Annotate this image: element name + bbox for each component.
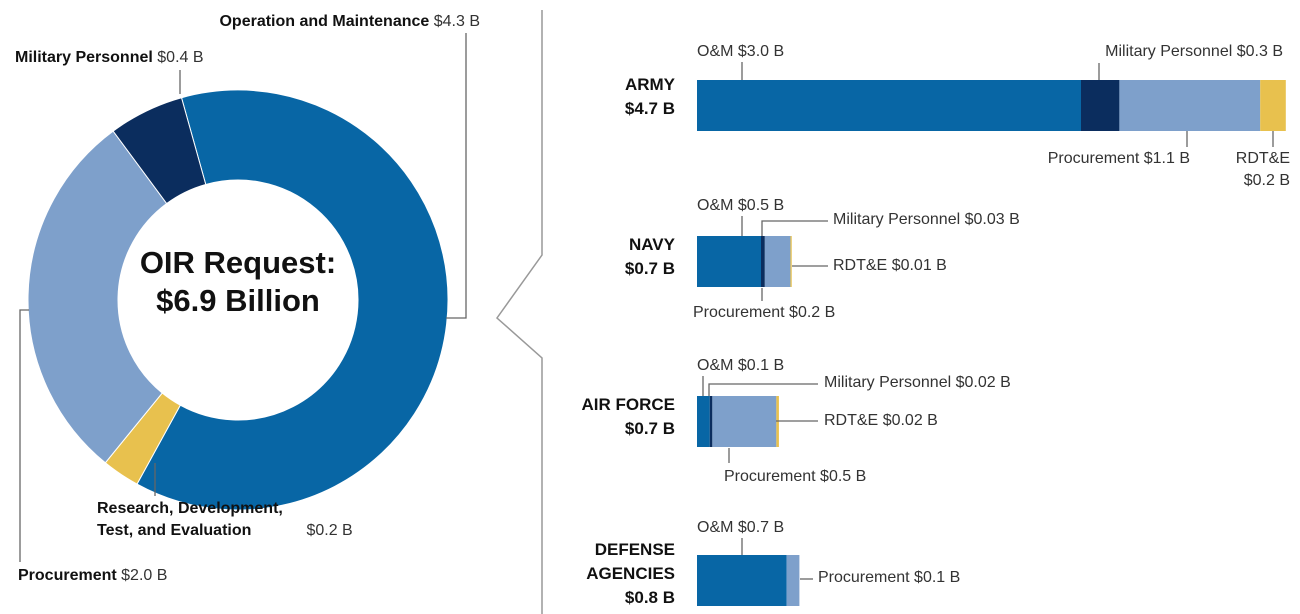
label-name: RDT&E bbox=[833, 257, 888, 274]
bar-segment bbox=[697, 80, 1081, 131]
label: Military Personnel $0.4 B bbox=[15, 47, 204, 69]
label-name: RDT&E bbox=[824, 412, 879, 429]
value-label: $0.1 B bbox=[914, 569, 961, 586]
center-line: $6.9 Billion bbox=[156, 283, 320, 318]
category-name: NAVY bbox=[629, 235, 675, 254]
label: Procurement $0.2 B bbox=[693, 302, 835, 324]
label: RDT&E $0.2 B bbox=[1228, 148, 1290, 192]
value-label: $0.03 B bbox=[964, 211, 1020, 228]
category-label: AIR FORCE $0.7 B bbox=[545, 393, 676, 441]
label: Research, Development, Test, and Evaluat… bbox=[97, 498, 353, 542]
label: Operation and Maintenance $4.3 B bbox=[219, 11, 480, 33]
value-label: $0.5 B bbox=[737, 197, 785, 214]
bar-segment bbox=[697, 236, 761, 287]
label-name: Research, Development, Test, and Evaluat… bbox=[97, 500, 283, 539]
label-name: Procurement bbox=[18, 567, 117, 584]
label: Military Personnel $0.02 B bbox=[824, 372, 1011, 394]
bar-segment bbox=[1260, 80, 1286, 131]
bar-segment bbox=[764, 236, 791, 287]
leader-line bbox=[761, 220, 828, 236]
label-name: O&M bbox=[697, 197, 734, 214]
leader-line bbox=[446, 33, 467, 319]
category-total: $4.7 B bbox=[624, 99, 675, 118]
label: O&M $0.7 B bbox=[697, 517, 784, 539]
value-label: $0.5 B bbox=[820, 468, 867, 485]
value-label: $0.3 B bbox=[1236, 43, 1283, 60]
label-name: Operation and Maintenance bbox=[219, 13, 430, 30]
bar-segment bbox=[790, 236, 792, 287]
value-label: $0.02 B bbox=[882, 412, 938, 429]
value-label: $0.02 B bbox=[955, 374, 1011, 391]
bar-segment bbox=[1119, 80, 1261, 131]
center-line: OIR Request: bbox=[139, 245, 337, 280]
donut-slice bbox=[27, 130, 168, 464]
value-label: $4.3 B bbox=[433, 13, 480, 30]
label: Procurement $2.0 B bbox=[18, 565, 167, 587]
label-name: O&M bbox=[697, 519, 734, 536]
category-name: DEFENSE AGENCIES bbox=[586, 540, 675, 583]
value-label: $0.7 B bbox=[737, 519, 785, 536]
label: RDT&E $0.01 B bbox=[833, 255, 947, 277]
label-name: Procurement bbox=[724, 468, 816, 485]
value-label: $3.0 B bbox=[737, 43, 785, 60]
category-label: NAVY $0.7 B bbox=[545, 233, 675, 281]
label-name: O&M bbox=[697, 43, 734, 60]
label-name: Military Personnel bbox=[15, 49, 153, 66]
donut-slice bbox=[112, 97, 207, 205]
bar-segment bbox=[697, 396, 710, 447]
label: Procurement $0.5 B bbox=[724, 466, 866, 488]
label-name: RDT&E bbox=[1235, 150, 1290, 167]
bar-segment bbox=[786, 555, 800, 606]
label: RDT&E $0.02 B bbox=[824, 410, 938, 432]
label-name: O&M bbox=[697, 357, 734, 374]
label: Procurement $1.1 B bbox=[1048, 148, 1190, 170]
separator bbox=[495, 10, 543, 614]
value-label: $1.1 B bbox=[1143, 150, 1190, 167]
label-name: Procurement bbox=[1047, 150, 1140, 167]
label-name: Military Personnel bbox=[824, 374, 952, 391]
leader-line bbox=[708, 383, 818, 396]
value-label: $2.0 B bbox=[121, 567, 168, 584]
label-name: Procurement bbox=[693, 304, 785, 321]
label: O&M $0.1 B bbox=[697, 355, 784, 377]
label: O&M $0.5 B bbox=[697, 195, 784, 217]
value-label: $0.01 B bbox=[891, 257, 947, 274]
category-label: DEFENSE AGENCIES $0.8 B bbox=[545, 538, 675, 610]
value-label: $0.2 B bbox=[1243, 172, 1290, 189]
category-total: $0.7 B bbox=[624, 419, 675, 438]
value-label: $0.2 B bbox=[306, 522, 353, 539]
category-label: ARMY $4.7 B bbox=[545, 73, 675, 121]
bar-segment bbox=[1081, 80, 1120, 131]
value-label: $0.4 B bbox=[157, 49, 204, 66]
label-name: Military Personnel bbox=[1105, 43, 1233, 60]
bar-segment bbox=[697, 555, 787, 606]
leader-line bbox=[19, 309, 29, 562]
label: O&M $3.0 B bbox=[697, 41, 784, 63]
center-label: OIR Request: $6.9 Billion bbox=[88, 244, 388, 320]
label: Military Personnel $0.03 B bbox=[833, 209, 1020, 231]
label-name: Military Personnel bbox=[833, 211, 961, 228]
label-name: Procurement bbox=[818, 569, 910, 586]
value-label: $0.2 B bbox=[789, 304, 836, 321]
donut-slice bbox=[136, 89, 449, 511]
category-total: $0.8 B bbox=[624, 588, 675, 607]
category-name: ARMY bbox=[624, 75, 675, 94]
label: Procurement $0.1 B bbox=[818, 567, 960, 589]
bar-segment bbox=[761, 236, 765, 287]
value-label: $0.1 B bbox=[737, 357, 785, 374]
category-total: $0.7 B bbox=[624, 259, 675, 278]
label: Military Personnel $0.3 B bbox=[1105, 41, 1283, 63]
bar-segment bbox=[712, 396, 777, 447]
category-name: AIR FORCE bbox=[581, 395, 676, 414]
bar-segment bbox=[709, 396, 713, 447]
